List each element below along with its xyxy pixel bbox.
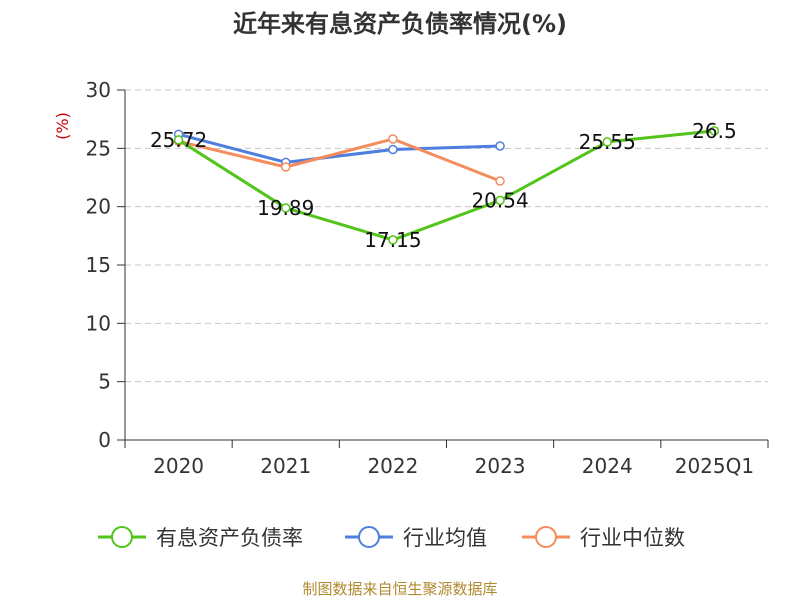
- legend-swatch-marker: [535, 526, 557, 548]
- y-tick-label: 25: [86, 136, 111, 160]
- y-axis-label: (%): [53, 112, 72, 140]
- x-tick-label: 2025Q1: [675, 454, 754, 478]
- source-note: 制图数据来自恒生聚源数据库: [302, 580, 497, 598]
- data-point: [281, 203, 291, 213]
- x-tick-label: 2024: [582, 454, 633, 478]
- data-point: [495, 141, 505, 151]
- legend-swatch-marker: [111, 526, 133, 548]
- data-point: [495, 195, 505, 206]
- x-tick-label: 2020: [153, 454, 204, 478]
- data-point: [173, 135, 184, 145]
- data-point: [281, 162, 291, 172]
- series-line-1: [177, 129, 715, 242]
- legend-label: 行业均值: [403, 526, 487, 550]
- y-tick-label: 15: [86, 253, 111, 277]
- data-labels: 25.72 19.89 17.15 20.54 25.55 26.5: [150, 119, 737, 252]
- data-point: [388, 144, 398, 155]
- y-tick-label: 5: [98, 370, 111, 394]
- legend-label: 有息资产负债率: [156, 526, 303, 550]
- legend-label: 行业中位数: [580, 526, 685, 550]
- data-label: 25.72: [150, 128, 207, 152]
- data-point: [388, 235, 398, 245]
- grid-lines: [125, 89, 768, 383]
- legend-swatch-marker: [358, 526, 380, 548]
- legend: 有息资产负债率 行业均值 行业中位数: [98, 526, 685, 550]
- y-tick-label: 20: [86, 195, 111, 219]
- series-line-2: [178, 132, 501, 164]
- x-tick-label: 2023: [475, 454, 526, 478]
- y-tick-label: 30: [86, 78, 111, 102]
- data-point: [602, 137, 612, 147]
- series-group: [173, 126, 720, 245]
- data-label: 20.54: [471, 188, 528, 212]
- data-label: 26.5: [692, 119, 737, 143]
- chart-title: 近年来有息资产负债率情况(%): [233, 10, 567, 38]
- data-point: [709, 126, 720, 136]
- x-tick-label: 2022: [367, 454, 418, 478]
- y-tick-label: 0: [98, 428, 111, 452]
- data-label: 19.89: [257, 196, 314, 220]
- series-line-3: [178, 137, 501, 183]
- data-label: 17.15: [364, 228, 421, 252]
- axes: 0 5 10 15 20 25 30 2020 2021 2022 2023 2024 2025Q1: [86, 78, 769, 478]
- data-point: [388, 134, 398, 144]
- x-tick-label: 2021: [260, 454, 311, 478]
- data-point: [495, 176, 505, 186]
- data-label: 25.55: [579, 130, 636, 154]
- y-tick-label: 10: [86, 311, 111, 335]
